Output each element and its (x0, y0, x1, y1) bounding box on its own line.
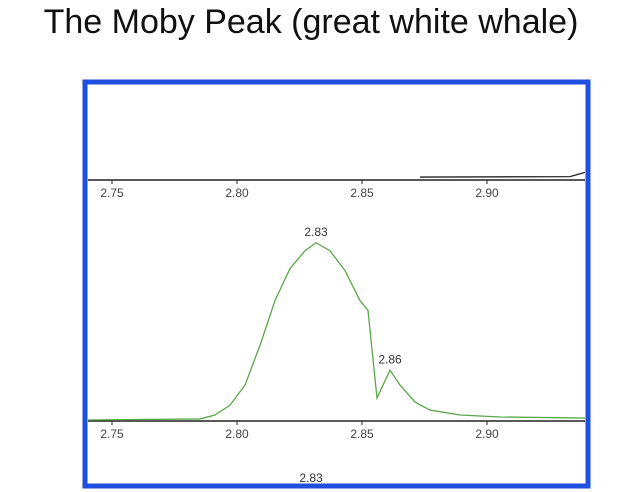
x-tick-label: 2.90 (475, 186, 499, 200)
x-tick-label: 2.90 (475, 427, 499, 441)
slide-title: The Moby Peak (great white whale) (44, 3, 579, 41)
cropped-label: 2.83 (299, 471, 323, 485)
x-tick-label: 2.85 (350, 427, 374, 441)
x-tick-label: 2.80 (225, 186, 249, 200)
x-tick-label: 2.75 (100, 427, 124, 441)
frame (82, 79, 591, 489)
x-tick-label: 2.85 (350, 186, 374, 200)
x-tick-label: 2.80 (225, 427, 249, 441)
x-tick-label: 2.75 (100, 186, 124, 200)
peak-label: 2.86 (378, 352, 402, 366)
trace (87, 241, 586, 421)
trace (419, 171, 586, 178)
peak-label: 2.83 (304, 225, 328, 239)
